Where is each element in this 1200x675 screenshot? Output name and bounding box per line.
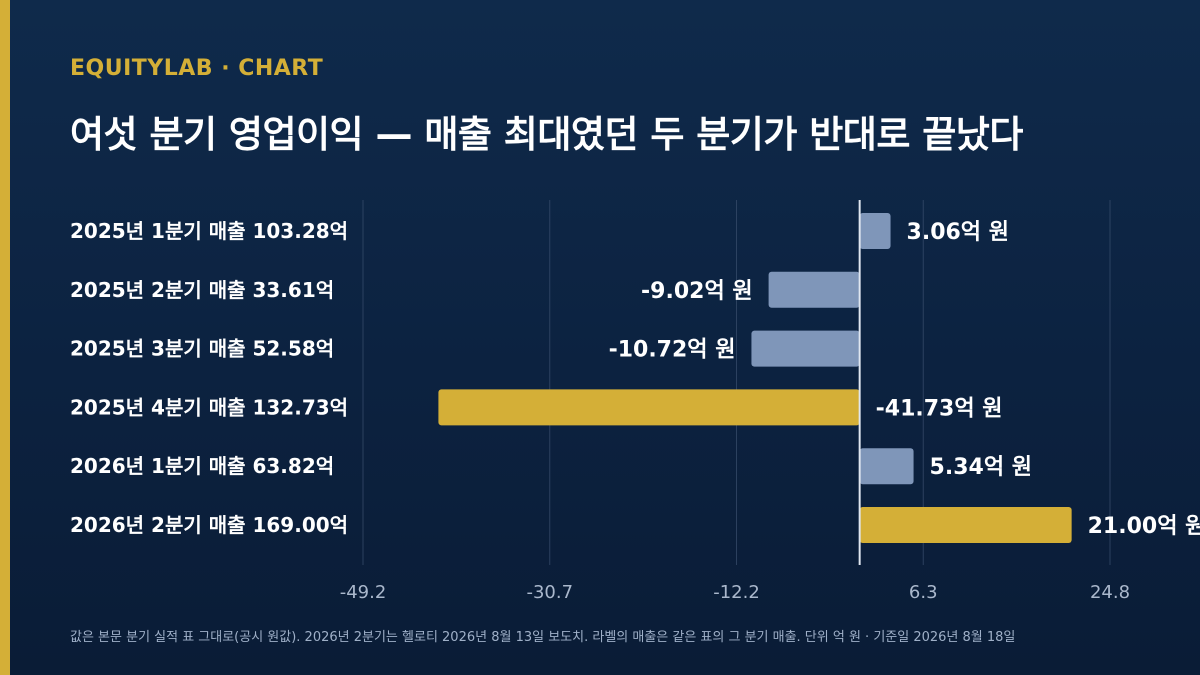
category-label: 2026년 2분기 매출 169.00억 — [70, 513, 348, 537]
category-label: 2026년 1분기 매출 63.82억 — [70, 454, 334, 478]
value-label: 5.34억 원 — [930, 455, 1032, 480]
value-label: -10.72억 원 — [609, 338, 736, 363]
x-tick-label: -49.2 — [340, 582, 387, 603]
bar — [438, 389, 860, 426]
category-label: 2025년 1분기 매출 103.28억 — [70, 219, 348, 243]
accent-bar — [0, 0, 10, 675]
category-label: 2025년 3분기 매출 52.58억 — [70, 337, 334, 361]
value-label: -41.73억 원 — [876, 396, 1003, 421]
bar — [751, 330, 860, 367]
bar — [859, 448, 914, 485]
bar — [768, 271, 860, 308]
chart-title: 여섯 분기 영업이익 — 매출 최대였던 두 분기가 반대로 끝났다 — [70, 113, 1023, 156]
x-tick-label: -30.7 — [526, 582, 573, 603]
x-tick-label: 24.8 — [1090, 582, 1130, 603]
bar — [859, 507, 1072, 543]
x-tick-label: 6.3 — [909, 582, 938, 603]
bar — [859, 213, 891, 249]
category-label: 2025년 2분기 매출 33.61억 — [70, 278, 334, 302]
chart-footnote: 값은 본문 분기 실적 표 그대로(공시 원값). 2026년 2분기는 헬로티… — [70, 630, 1016, 645]
value-label: 21.00억 원 — [1088, 514, 1200, 539]
x-tick-label: -12.2 — [713, 582, 760, 603]
value-label: -9.02억 원 — [641, 279, 753, 304]
category-label: 2025년 4분기 매출 132.73억 — [70, 395, 348, 419]
value-label: 3.06억 원 — [907, 220, 1009, 245]
chart-kicker: EQUITYLAB · CHART — [70, 56, 324, 81]
